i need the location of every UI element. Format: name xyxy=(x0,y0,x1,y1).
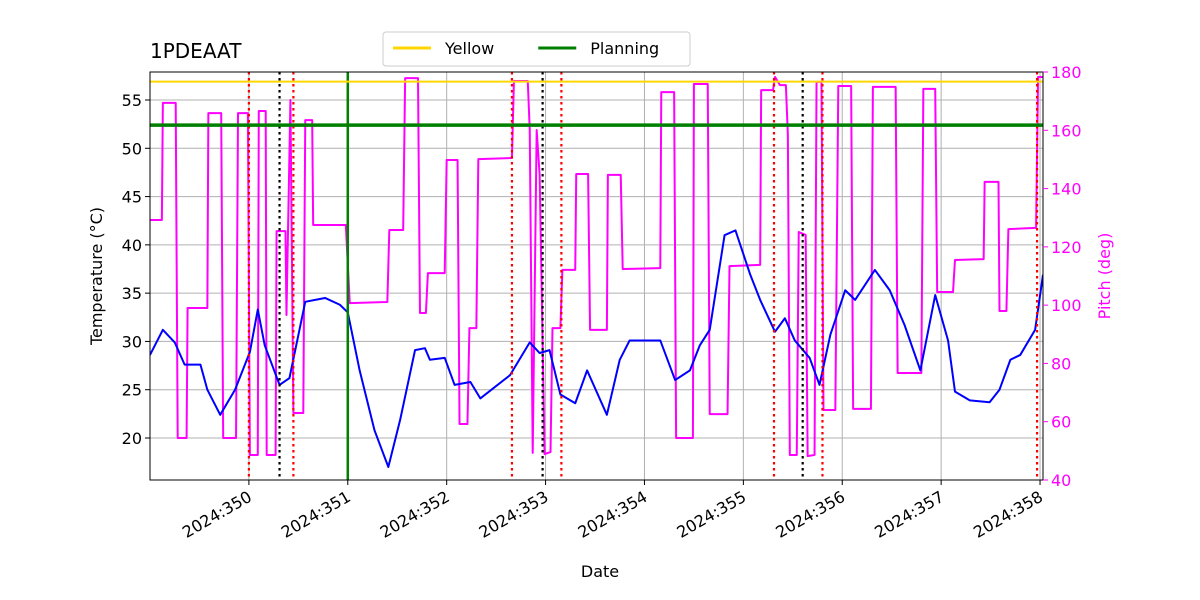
y-axis-label: Temperature (°C) xyxy=(87,207,106,346)
chart-title: 1PDEAAT xyxy=(150,39,242,63)
y-tick-label: 50 xyxy=(122,139,142,158)
legend-label: Yellow xyxy=(444,39,494,58)
y-tick-label: 45 xyxy=(122,188,142,207)
y2-tick-label: 40 xyxy=(1051,471,1071,490)
series-line xyxy=(150,75,1043,458)
y-tick-label: 20 xyxy=(122,429,142,448)
plot-frame xyxy=(149,71,1044,481)
y-tick-label: 40 xyxy=(122,236,142,255)
y-tick-label: 55 xyxy=(122,91,142,110)
legend-label: Planning xyxy=(590,39,659,58)
plot-area xyxy=(150,72,1043,480)
y2-tick-label: 180 xyxy=(1051,63,1082,82)
y2-axis-label: Pitch (deg) xyxy=(1095,233,1114,320)
y2-tick-label: 120 xyxy=(1051,238,1082,257)
y-tick-label: 35 xyxy=(122,284,142,303)
y2-tick-label: 100 xyxy=(1051,296,1082,315)
legend-box xyxy=(382,31,691,67)
y2-tick-label: 80 xyxy=(1051,354,1071,373)
y2-tick-label: 60 xyxy=(1051,413,1071,432)
y-tick-label: 25 xyxy=(122,381,142,400)
y2-tick-label: 140 xyxy=(1051,180,1082,199)
y2-tick-label: 160 xyxy=(1051,121,1082,140)
series-line xyxy=(150,229,1043,468)
legend: Yellow Planning xyxy=(382,31,691,67)
x-axis-label: Date xyxy=(581,562,619,581)
y-tick-label: 30 xyxy=(122,332,142,351)
